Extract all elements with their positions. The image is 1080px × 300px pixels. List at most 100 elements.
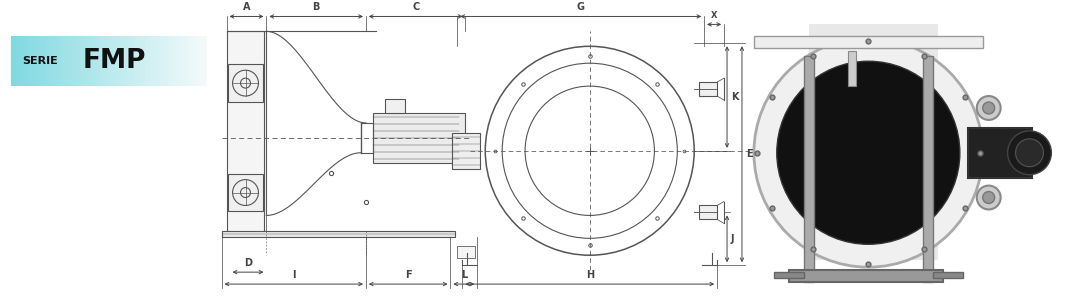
Polygon shape xyxy=(53,36,55,86)
Polygon shape xyxy=(71,36,72,86)
Polygon shape xyxy=(99,36,100,86)
Polygon shape xyxy=(192,36,193,86)
Polygon shape xyxy=(37,36,39,86)
Polygon shape xyxy=(205,36,206,86)
Polygon shape xyxy=(151,36,152,86)
Text: L: L xyxy=(461,270,467,280)
Text: I: I xyxy=(292,270,296,280)
Bar xyxy=(773,272,804,278)
Polygon shape xyxy=(135,36,136,86)
Polygon shape xyxy=(158,36,160,86)
Polygon shape xyxy=(36,36,37,86)
Polygon shape xyxy=(163,36,164,86)
Polygon shape xyxy=(200,36,202,86)
Polygon shape xyxy=(49,36,50,86)
Polygon shape xyxy=(76,36,78,86)
Circle shape xyxy=(1015,139,1043,167)
Polygon shape xyxy=(148,36,149,86)
Bar xyxy=(923,56,933,282)
Bar xyxy=(228,174,264,212)
Polygon shape xyxy=(183,36,184,86)
Polygon shape xyxy=(91,36,93,86)
Bar xyxy=(809,24,937,260)
Polygon shape xyxy=(173,36,174,86)
Text: D: D xyxy=(244,258,252,268)
Polygon shape xyxy=(58,36,59,86)
Polygon shape xyxy=(139,36,141,86)
Polygon shape xyxy=(199,36,200,86)
Polygon shape xyxy=(152,36,154,86)
Polygon shape xyxy=(23,36,24,86)
Polygon shape xyxy=(82,36,84,86)
Circle shape xyxy=(777,61,960,244)
Bar xyxy=(968,128,1032,178)
Polygon shape xyxy=(50,36,52,86)
Polygon shape xyxy=(106,36,107,86)
Polygon shape xyxy=(72,36,75,86)
Polygon shape xyxy=(189,36,190,86)
Polygon shape xyxy=(59,36,62,86)
Polygon shape xyxy=(75,36,76,86)
Polygon shape xyxy=(132,36,133,86)
Text: H: H xyxy=(585,270,594,280)
Polygon shape xyxy=(18,36,21,86)
Polygon shape xyxy=(197,36,199,86)
Polygon shape xyxy=(160,36,161,86)
Bar xyxy=(221,231,456,237)
Polygon shape xyxy=(138,36,139,86)
Polygon shape xyxy=(145,36,146,86)
Polygon shape xyxy=(154,36,157,86)
Polygon shape xyxy=(46,36,49,86)
Circle shape xyxy=(1008,131,1051,175)
Polygon shape xyxy=(184,36,186,86)
Polygon shape xyxy=(79,36,81,86)
Polygon shape xyxy=(122,36,123,86)
Polygon shape xyxy=(120,36,122,86)
Text: J: J xyxy=(731,234,734,244)
Polygon shape xyxy=(14,36,15,86)
Polygon shape xyxy=(149,36,151,86)
Text: E: E xyxy=(746,149,753,159)
Polygon shape xyxy=(130,36,132,86)
Polygon shape xyxy=(63,36,65,86)
Polygon shape xyxy=(171,36,173,86)
Polygon shape xyxy=(96,36,97,86)
Polygon shape xyxy=(202,36,203,86)
Bar xyxy=(933,272,963,278)
Polygon shape xyxy=(26,36,27,86)
Polygon shape xyxy=(187,36,189,86)
Text: B: B xyxy=(312,2,320,13)
Polygon shape xyxy=(65,36,66,86)
Polygon shape xyxy=(104,36,106,86)
Polygon shape xyxy=(78,36,79,86)
Polygon shape xyxy=(133,36,135,86)
Text: G: G xyxy=(577,2,584,13)
Polygon shape xyxy=(164,36,166,86)
Polygon shape xyxy=(161,36,163,86)
Polygon shape xyxy=(42,36,43,86)
Polygon shape xyxy=(186,36,187,86)
Bar xyxy=(804,56,813,282)
Polygon shape xyxy=(90,36,91,86)
Polygon shape xyxy=(129,36,130,86)
Circle shape xyxy=(976,96,1001,120)
Polygon shape xyxy=(123,36,125,86)
Polygon shape xyxy=(177,36,179,86)
Polygon shape xyxy=(203,36,205,86)
Polygon shape xyxy=(180,36,183,86)
Polygon shape xyxy=(109,36,110,86)
Text: SERIE: SERIE xyxy=(23,56,58,66)
Polygon shape xyxy=(17,36,18,86)
Bar xyxy=(849,51,856,86)
Polygon shape xyxy=(85,36,87,86)
Polygon shape xyxy=(24,36,26,86)
Text: C: C xyxy=(411,2,419,13)
Polygon shape xyxy=(174,36,176,86)
Polygon shape xyxy=(116,36,117,86)
Polygon shape xyxy=(11,36,12,86)
Polygon shape xyxy=(62,36,63,86)
Polygon shape xyxy=(100,36,103,86)
Polygon shape xyxy=(27,36,29,86)
Polygon shape xyxy=(81,36,82,86)
Polygon shape xyxy=(166,36,167,86)
